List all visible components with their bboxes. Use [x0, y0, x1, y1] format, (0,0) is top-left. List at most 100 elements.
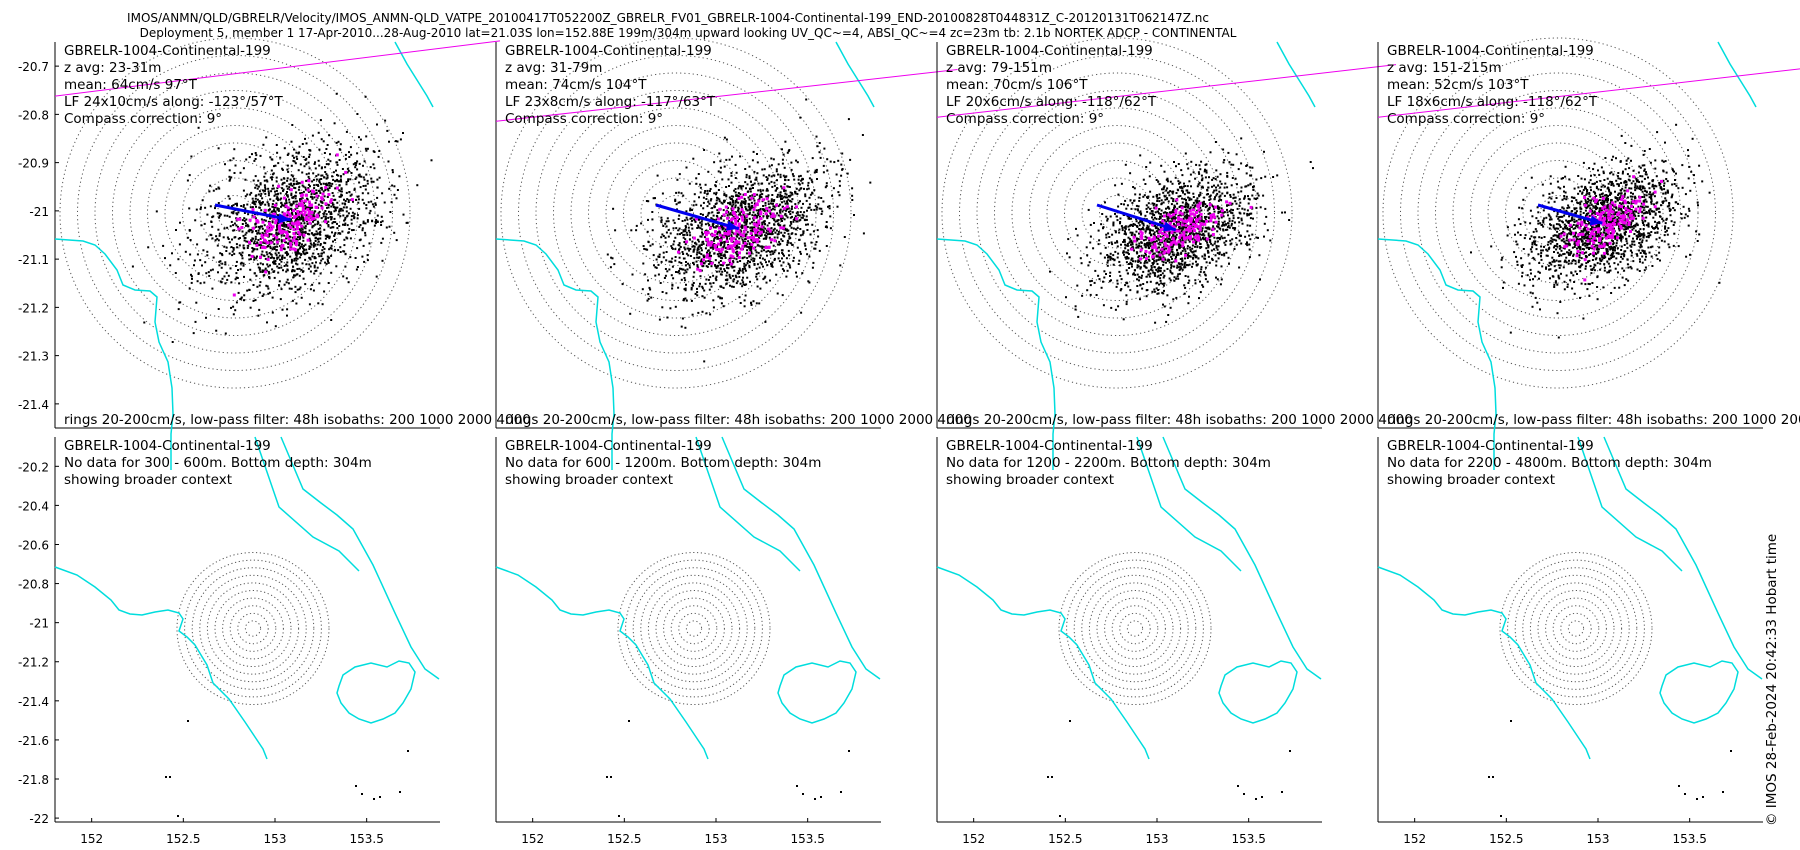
velocity-point: [1174, 216, 1177, 219]
velocity-point: [777, 230, 780, 233]
velocity-point: [280, 234, 283, 237]
velocity-point: [188, 287, 191, 290]
velocity-point: [216, 212, 219, 215]
velocity-point: [269, 247, 272, 250]
velocity-point: [715, 181, 718, 183]
velocity-point: [732, 285, 735, 288]
velocity-point: [635, 224, 638, 227]
velocity-point: [798, 175, 800, 178]
velocity-point: [787, 229, 790, 232]
lowpass-point: [773, 239, 777, 243]
velocity-point: [322, 251, 325, 254]
velocity-point: [783, 166, 786, 169]
velocity-point: [304, 188, 307, 191]
velocity-point: [1249, 217, 1252, 220]
velocity-point: [781, 257, 783, 260]
velocity-point: [716, 265, 719, 268]
velocity-point: [721, 224, 724, 227]
velocity-point: [1211, 185, 1213, 188]
velocity-point: [254, 186, 257, 189]
velocity-point: [316, 220, 319, 223]
velocity-point: [280, 266, 283, 269]
velocity-point: [233, 229, 236, 232]
velocity-point: [683, 241, 686, 243]
velocity-point: [763, 249, 765, 252]
velocity-point: [302, 218, 305, 221]
panel-info-line: LF 23x8cm/s along: -117°/63°T: [505, 94, 716, 110]
lowpass-point: [750, 243, 754, 246]
velocity-point: [290, 207, 293, 210]
velocity-point: [1208, 261, 1211, 264]
velocity-point: [702, 240, 705, 243]
velocity-point: [1216, 205, 1219, 208]
lowpass-point: [772, 214, 776, 218]
velocity-point: [304, 232, 307, 234]
velocity-point: [280, 260, 283, 263]
velocity-point: [689, 207, 692, 210]
velocity-point: [326, 144, 329, 146]
velocity-point: [721, 264, 724, 267]
velocity-point: [1130, 207, 1133, 210]
velocity-point: [688, 182, 691, 185]
velocity-point: [715, 235, 718, 238]
velocity-point: [201, 199, 204, 202]
velocity-point: [275, 189, 278, 192]
velocity-point: [1180, 227, 1183, 230]
velocity-point: [325, 184, 328, 186]
velocity-point: [388, 187, 391, 190]
velocity-point: [358, 207, 361, 210]
velocity-point: [304, 258, 307, 261]
velocity-point: [299, 245, 302, 248]
velocity-point: [388, 140, 390, 143]
velocity-point: [317, 184, 319, 187]
velocity-point: [694, 220, 697, 223]
velocity-point: [1207, 186, 1210, 189]
velocity-point: [328, 210, 330, 213]
velocity-point: [715, 270, 718, 273]
velocity-point: [817, 235, 820, 238]
velocity-point: [319, 224, 322, 227]
velocity-point: [718, 252, 721, 255]
velocity-point: [309, 149, 312, 152]
velocity-point: [759, 228, 762, 231]
velocity-point: [1163, 289, 1165, 292]
velocity-point: [308, 208, 311, 211]
velocity-point: [281, 308, 284, 311]
velocity-point: [715, 199, 718, 202]
velocity-point: [795, 275, 798, 278]
velocity-point: [1106, 264, 1109, 267]
velocity-point: [319, 243, 322, 245]
range-ring: [976, 72, 1258, 354]
velocity-point: [295, 302, 298, 305]
velocity-point: [1153, 252, 1156, 255]
velocity-point: [717, 197, 720, 200]
velocity-point: [785, 193, 788, 196]
lowpass-point: [292, 222, 296, 226]
velocity-point: [664, 222, 667, 225]
velocity-point: [319, 237, 322, 240]
velocity-point: [684, 243, 687, 246]
velocity-point: [674, 248, 677, 251]
mean-velocity-arrow: [655, 203, 740, 231]
velocity-point: [714, 264, 717, 266]
velocity-point: [763, 210, 766, 213]
velocity-point: [1167, 217, 1170, 220]
velocity-point: [734, 191, 737, 194]
velocity-point: [770, 157, 773, 160]
velocity-point: [307, 172, 310, 175]
velocity-point: [766, 217, 769, 220]
velocity-point: [273, 276, 276, 279]
velocity-point: [1124, 230, 1126, 233]
velocity-point: [283, 225, 286, 228]
velocity-point: [298, 228, 301, 231]
velocity-point: [1243, 212, 1246, 215]
velocity-point: [1118, 260, 1121, 263]
lowpass-point: [269, 241, 273, 245]
velocity-point: [776, 220, 779, 222]
velocity-point: [1188, 191, 1191, 194]
velocity-point: [712, 282, 715, 284]
velocity-point: [1256, 192, 1259, 195]
velocity-point: [344, 157, 347, 160]
lowpass-point: [266, 225, 270, 229]
velocity-point: [759, 254, 762, 257]
